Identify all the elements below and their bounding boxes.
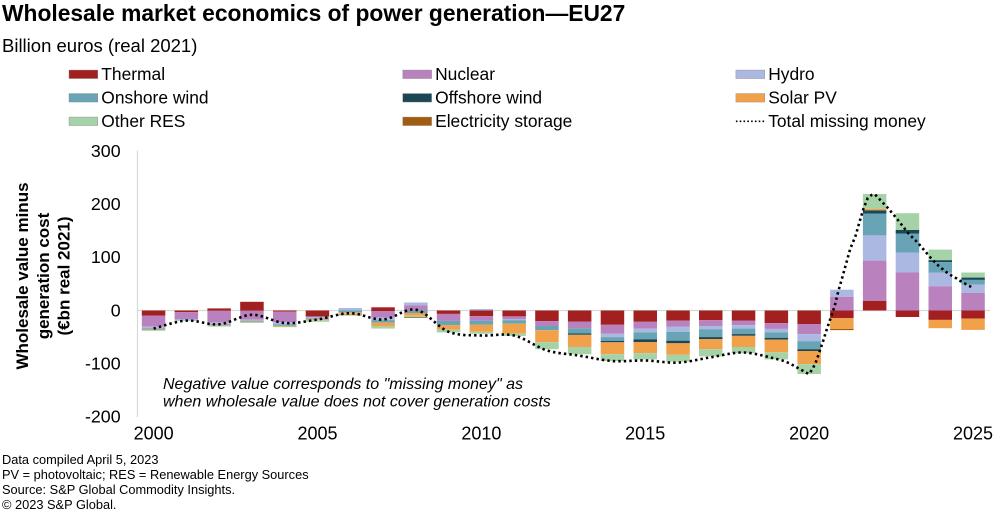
svg-text:-200: -200 bbox=[85, 407, 121, 427]
svg-text:Source: S&P Global Commodity I: Source: S&P Global Commodity Insights. bbox=[2, 482, 235, 497]
svg-text:100: 100 bbox=[91, 247, 121, 267]
svg-text:-100: -100 bbox=[85, 354, 121, 374]
svg-text:Negative value corresponds to: Negative value corresponds to "missing m… bbox=[163, 376, 523, 393]
svg-text:Hydro: Hydro bbox=[768, 64, 814, 84]
svg-text:Thermal: Thermal bbox=[101, 64, 165, 84]
svg-text:when wholesale value does not: when wholesale value does not cover gene… bbox=[163, 394, 551, 411]
svg-text:Wholesale value minus: Wholesale value minus bbox=[13, 182, 32, 369]
svg-text:Solar PV: Solar PV bbox=[768, 87, 837, 107]
svg-text:Offshore wind: Offshore wind bbox=[435, 87, 542, 107]
svg-text:2025: 2025 bbox=[953, 424, 993, 444]
svg-text:Onshore wind: Onshore wind bbox=[101, 87, 208, 107]
svg-text:2000: 2000 bbox=[134, 424, 174, 444]
svg-text:2015: 2015 bbox=[625, 424, 665, 444]
svg-text:2005: 2005 bbox=[297, 424, 337, 444]
svg-text:© 2023 S&P Global.: © 2023 S&P Global. bbox=[2, 497, 117, 512]
svg-text:Data compiled April 5, 2023: Data compiled April 5, 2023 bbox=[2, 452, 159, 467]
svg-text:Total missing money: Total missing money bbox=[768, 111, 926, 131]
svg-text:Nuclear: Nuclear bbox=[435, 64, 495, 84]
svg-text:Billion euros (real 2021): Billion euros (real 2021) bbox=[2, 35, 197, 56]
svg-text:2020: 2020 bbox=[789, 424, 829, 444]
svg-text:0: 0 bbox=[111, 300, 121, 320]
svg-text:2010: 2010 bbox=[461, 424, 501, 444]
svg-text:Electricity storage: Electricity storage bbox=[435, 111, 572, 131]
svg-text:Wholesale market economics of: Wholesale market economics of power gene… bbox=[2, 0, 625, 26]
svg-text:300: 300 bbox=[91, 141, 121, 161]
svg-text:200: 200 bbox=[91, 194, 121, 214]
svg-text:Other RES: Other RES bbox=[101, 111, 185, 131]
svg-text:(€bn real 2021): (€bn real 2021) bbox=[55, 216, 74, 335]
svg-text:PV = photovoltaic; RES = Renew: PV = photovoltaic; RES = Renewable Energ… bbox=[2, 467, 309, 482]
svg-text:generation cost: generation cost bbox=[34, 212, 53, 339]
